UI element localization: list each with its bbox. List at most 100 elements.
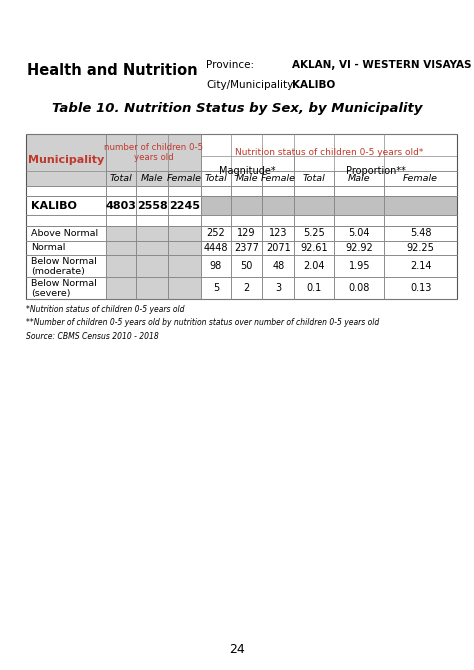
Text: City/Municipality:: City/Municipality:: [206, 80, 296, 90]
Bar: [335, 241, 384, 255]
Text: 92.25: 92.25: [407, 243, 435, 253]
Text: Total: Total: [303, 174, 326, 183]
Text: 1.95: 1.95: [348, 261, 370, 271]
Text: 4448: 4448: [204, 243, 228, 253]
Text: Above Normal: Above Normal: [31, 228, 98, 238]
Bar: [26, 277, 106, 299]
Bar: [168, 196, 201, 215]
Bar: [294, 215, 335, 226]
Text: Total: Total: [109, 174, 132, 183]
Text: Proportion**: Proportion**: [346, 166, 406, 176]
Text: 3: 3: [275, 283, 282, 293]
Bar: [384, 215, 457, 226]
Text: 4803: 4803: [106, 201, 137, 210]
Bar: [384, 226, 457, 241]
Bar: [335, 196, 384, 215]
Text: Magnitude*: Magnitude*: [219, 166, 276, 176]
Bar: [384, 186, 457, 196]
Bar: [168, 171, 201, 186]
Bar: [231, 171, 263, 186]
Bar: [263, 215, 294, 226]
Bar: [231, 215, 263, 226]
Text: 5: 5: [213, 283, 219, 293]
Text: 5.48: 5.48: [410, 228, 431, 238]
Bar: [106, 186, 136, 196]
Bar: [136, 186, 168, 196]
Bar: [201, 277, 231, 299]
Text: 2.04: 2.04: [304, 261, 325, 271]
Text: 2377: 2377: [234, 243, 259, 253]
Text: Source: CBMS Census 2010 - 2018: Source: CBMS Census 2010 - 2018: [26, 332, 159, 340]
Bar: [263, 186, 294, 196]
Text: 5.25: 5.25: [303, 228, 325, 238]
Text: KALIBO: KALIBO: [292, 80, 335, 90]
Text: Municipality: Municipality: [28, 155, 104, 165]
Text: 0.1: 0.1: [307, 283, 322, 293]
Bar: [231, 241, 263, 255]
Text: Province:: Province:: [206, 60, 255, 70]
Bar: [136, 226, 168, 241]
Bar: [294, 226, 335, 241]
Bar: [263, 241, 294, 255]
Bar: [201, 186, 231, 196]
Bar: [263, 277, 294, 299]
Text: 48: 48: [272, 261, 284, 271]
Bar: [294, 156, 457, 186]
Bar: [263, 171, 294, 186]
Bar: [168, 277, 201, 299]
Bar: [335, 186, 384, 196]
Bar: [231, 226, 263, 241]
Text: KALIBO: KALIBO: [31, 201, 77, 210]
Bar: [335, 171, 384, 186]
Text: AKLAN, VI - WESTERN VISAYAS: AKLAN, VI - WESTERN VISAYAS: [292, 60, 471, 70]
Bar: [136, 215, 168, 226]
Bar: [26, 255, 106, 277]
Bar: [136, 171, 168, 186]
Bar: [168, 241, 201, 255]
Text: 92.61: 92.61: [301, 243, 328, 253]
Bar: [263, 255, 294, 277]
Bar: [26, 196, 106, 215]
Text: 2.14: 2.14: [410, 261, 431, 271]
Bar: [201, 156, 294, 186]
Text: *Nutrition status of children 0-5 years old: *Nutrition status of children 0-5 years …: [26, 305, 184, 314]
Bar: [294, 241, 335, 255]
Text: Female: Female: [261, 174, 296, 183]
Bar: [263, 196, 294, 215]
Bar: [106, 171, 136, 186]
Text: 252: 252: [207, 228, 225, 238]
Text: 98: 98: [210, 261, 222, 271]
Text: number of children 0-5
years old: number of children 0-5 years old: [104, 143, 203, 162]
Bar: [168, 215, 201, 226]
Bar: [106, 134, 201, 171]
Bar: [201, 241, 231, 255]
Text: 2071: 2071: [266, 243, 291, 253]
Bar: [201, 134, 457, 171]
Bar: [26, 134, 106, 186]
Text: Male: Male: [236, 174, 258, 183]
Bar: [231, 196, 263, 215]
Text: Male: Male: [141, 174, 164, 183]
Text: 0.08: 0.08: [348, 283, 370, 293]
Bar: [106, 255, 136, 277]
Bar: [263, 226, 294, 241]
Bar: [136, 241, 168, 255]
Text: Health and Nutrition: Health and Nutrition: [27, 63, 198, 78]
Bar: [26, 226, 106, 241]
Bar: [384, 277, 457, 299]
Bar: [106, 215, 136, 226]
Bar: [231, 255, 263, 277]
Text: 123: 123: [269, 228, 288, 238]
Bar: [136, 196, 168, 215]
Text: 50: 50: [240, 261, 253, 271]
Text: 0.13: 0.13: [410, 283, 431, 293]
Bar: [168, 186, 201, 196]
Text: Table 10. Nutrition Status by Sex, by Municipality: Table 10. Nutrition Status by Sex, by Mu…: [52, 102, 422, 115]
Bar: [201, 215, 231, 226]
Bar: [294, 277, 335, 299]
Text: Below Normal
(moderate): Below Normal (moderate): [31, 257, 97, 276]
Bar: [335, 255, 384, 277]
Text: Normal: Normal: [31, 243, 65, 253]
Text: Nutrition status of children 0-5 years old*: Nutrition status of children 0-5 years o…: [235, 148, 423, 157]
Text: 2558: 2558: [137, 201, 168, 210]
